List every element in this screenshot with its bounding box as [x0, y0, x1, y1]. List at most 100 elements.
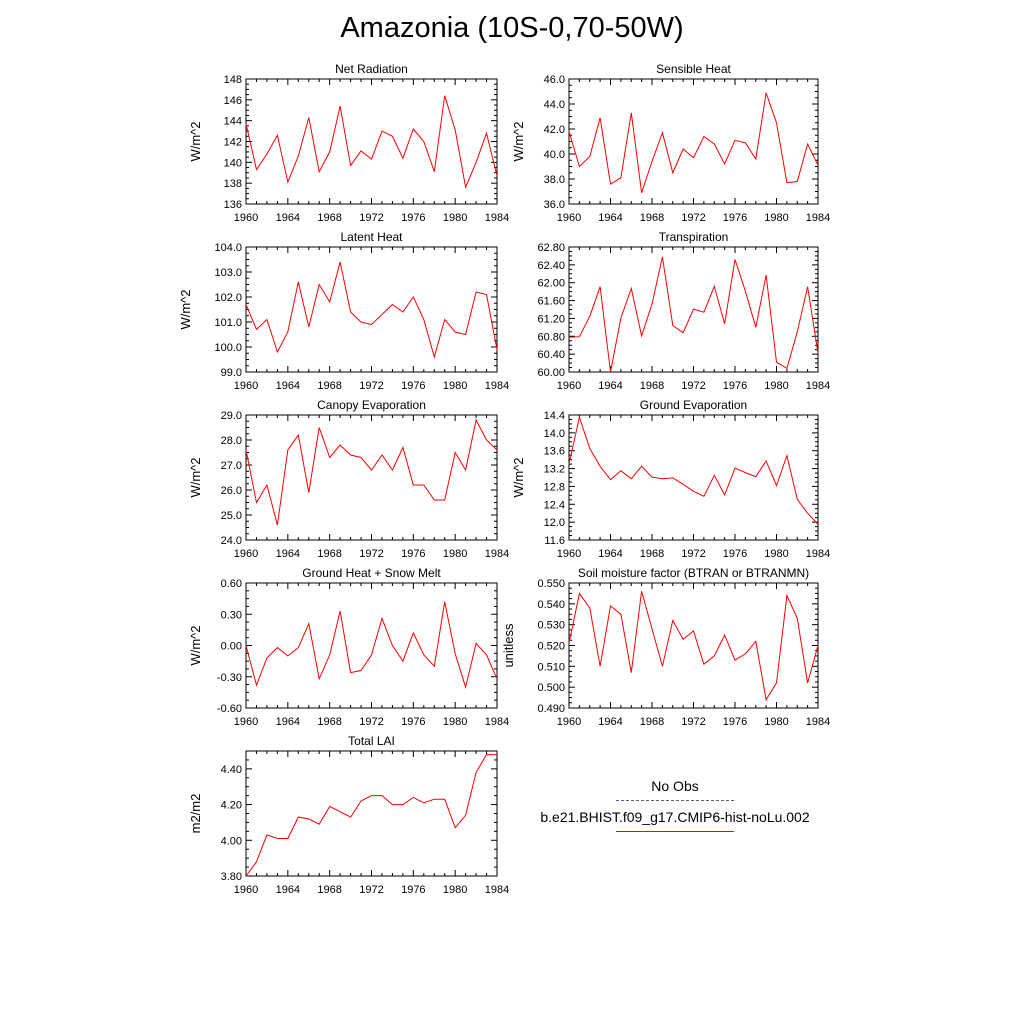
y-tick-label: 4.40	[221, 764, 242, 776]
x-tick-label: 1964	[276, 380, 300, 392]
panel-title: Transpiration	[659, 230, 729, 244]
panel-title: Total LAI	[348, 734, 395, 748]
x-tick-label: 1960	[234, 380, 258, 392]
y-tick-label: 136	[224, 199, 242, 211]
panel-title: Net Radiation	[335, 62, 408, 76]
y-tick-label: 25.0	[221, 510, 242, 522]
y-tick-label: 104.0	[214, 242, 242, 254]
legend: No Obs b.e21.BHIST.f09_g17.CMIP6-hist-no…	[520, 778, 830, 832]
x-tick-label: 1976	[723, 380, 747, 392]
x-tick-label: 1968	[640, 212, 664, 224]
x-tick-label: 1980	[764, 212, 788, 224]
x-tick-label: 1972	[681, 548, 705, 560]
y-tick-label: 0.530	[537, 620, 565, 632]
x-tick-label: 1984	[485, 380, 509, 392]
y-axis-label: W/m^2	[178, 289, 193, 329]
x-tick-label: 1960	[234, 884, 258, 896]
figure-title: Amazonia (10S-0,70-50W)	[340, 12, 684, 44]
x-tick-label: 1980	[764, 548, 788, 560]
x-tick-label: 1964	[598, 716, 622, 728]
panel-4: 1960 1964 1968 1972 1976 1980 1984 60.00 60.40 60…	[537, 230, 830, 392]
y-tick-label: 146	[224, 95, 242, 107]
y-tick-label: 62.00	[537, 278, 565, 290]
series-line	[568, 591, 819, 702]
x-tick-label: 1984	[485, 548, 509, 560]
y-tick-label: 99.0	[221, 367, 242, 379]
x-tick-label: 1984	[806, 716, 830, 728]
y-tick-label: 138	[224, 178, 242, 190]
y-tick-label: 36.0	[544, 199, 565, 211]
y-tick-label: 0.550	[537, 578, 565, 590]
y-tick-label: 60.40	[537, 349, 565, 361]
plot-frame	[245, 78, 498, 205]
series-line	[245, 754, 497, 877]
x-tick-label: 1968	[640, 548, 664, 560]
x-tick-label: 1976	[401, 716, 425, 728]
y-tick-label: 4.20	[221, 800, 242, 812]
x-tick-label: 1984	[806, 212, 830, 224]
x-tick-label: 1964	[276, 212, 300, 224]
y-tick-label: 40.0	[544, 149, 565, 161]
y-tick-label: 60.00	[537, 367, 565, 379]
y-axis-label: W/m^2	[188, 121, 203, 161]
y-tick-label: 62.40	[537, 260, 565, 272]
legend-obs-line	[616, 800, 734, 801]
y-tick-label: 44.0	[544, 99, 565, 111]
x-tick-label: 1964	[598, 212, 622, 224]
panel-title: Canopy Evaporation	[317, 398, 426, 412]
x-tick-label: 1972	[681, 380, 705, 392]
y-tick-label: 28.0	[221, 435, 242, 447]
x-tick-label: 1972	[359, 380, 383, 392]
x-tick-label: 1980	[443, 716, 467, 728]
series-line	[245, 418, 498, 526]
y-axis-label: unitless	[501, 623, 516, 668]
panel-5: 1960 1964 1968 1972 1976 1980 1984 24.0 25.0 26.0…	[188, 398, 509, 560]
panel-9: 1960 1964 1968 1972 1976 1980 1984 3.80 4.00 4.20…	[188, 734, 509, 896]
x-tick-label: 1984	[806, 380, 830, 392]
y-tick-label: 38.0	[544, 174, 565, 186]
x-tick-label: 1984	[806, 548, 830, 560]
x-tick-label: 1984	[485, 884, 509, 896]
y-tick-label: 46.0	[544, 74, 565, 86]
panel-title: Latent Heat	[340, 230, 403, 244]
y-tick-label: -0.30	[217, 672, 242, 684]
legend-model-label: b.e21.BHIST.f09_g17.CMIP6-hist-noLu.002	[540, 809, 810, 825]
x-tick-label: 1980	[443, 212, 467, 224]
y-tick-label: 42.0	[544, 124, 565, 136]
plot-frame	[568, 78, 819, 205]
panel-2: 1960 1964 1968 1972 1976 1980 1984 36.0 38.0 40.0…	[511, 62, 830, 224]
y-tick-label: 0.00	[221, 641, 242, 653]
series-line	[568, 256, 819, 373]
x-tick-label: 1960	[557, 548, 581, 560]
y-axis-label: W/m^2	[188, 625, 203, 665]
legend-obs-label: No Obs	[651, 778, 699, 794]
x-tick-label: 1968	[317, 884, 341, 896]
y-tick-label: 0.510	[537, 661, 565, 673]
x-tick-label: 1976	[401, 884, 425, 896]
y-tick-label: 14.4	[544, 410, 565, 422]
panel-1: 1960 1964 1968 1972 1976 1980 1984 136 138 140 142…	[188, 62, 509, 224]
series-line	[245, 601, 498, 690]
x-tick-label: 1960	[557, 380, 581, 392]
panel-6: 1960 1964 1968 1972 1976 1980 1984 11.6 12.0 12.4…	[511, 398, 830, 560]
series-line	[245, 95, 498, 190]
x-tick-label: 1960	[557, 716, 581, 728]
panel-8: 1960 1964 1968 1972 1976 1980 1984 0.490 0.500 0.…	[501, 566, 830, 728]
y-tick-label: 12.0	[544, 517, 565, 529]
y-axis-label: W/m^2	[511, 457, 526, 497]
y-tick-label: 140	[224, 157, 242, 169]
x-tick-label: 1968	[640, 716, 664, 728]
y-tick-label: 103.0	[214, 267, 242, 279]
x-tick-label: 1968	[317, 212, 341, 224]
x-tick-label: 1980	[443, 548, 467, 560]
x-tick-label: 1976	[723, 548, 747, 560]
legend-model-line	[616, 831, 734, 832]
x-tick-label: 1960	[234, 716, 258, 728]
y-tick-label: 61.20	[537, 313, 565, 325]
y-tick-label: 29.0	[221, 410, 242, 422]
plot-frame	[245, 246, 498, 373]
y-axis-label: m2/m2	[188, 794, 203, 834]
y-tick-label: 148	[224, 74, 242, 86]
y-tick-label: 0.60	[221, 578, 242, 590]
